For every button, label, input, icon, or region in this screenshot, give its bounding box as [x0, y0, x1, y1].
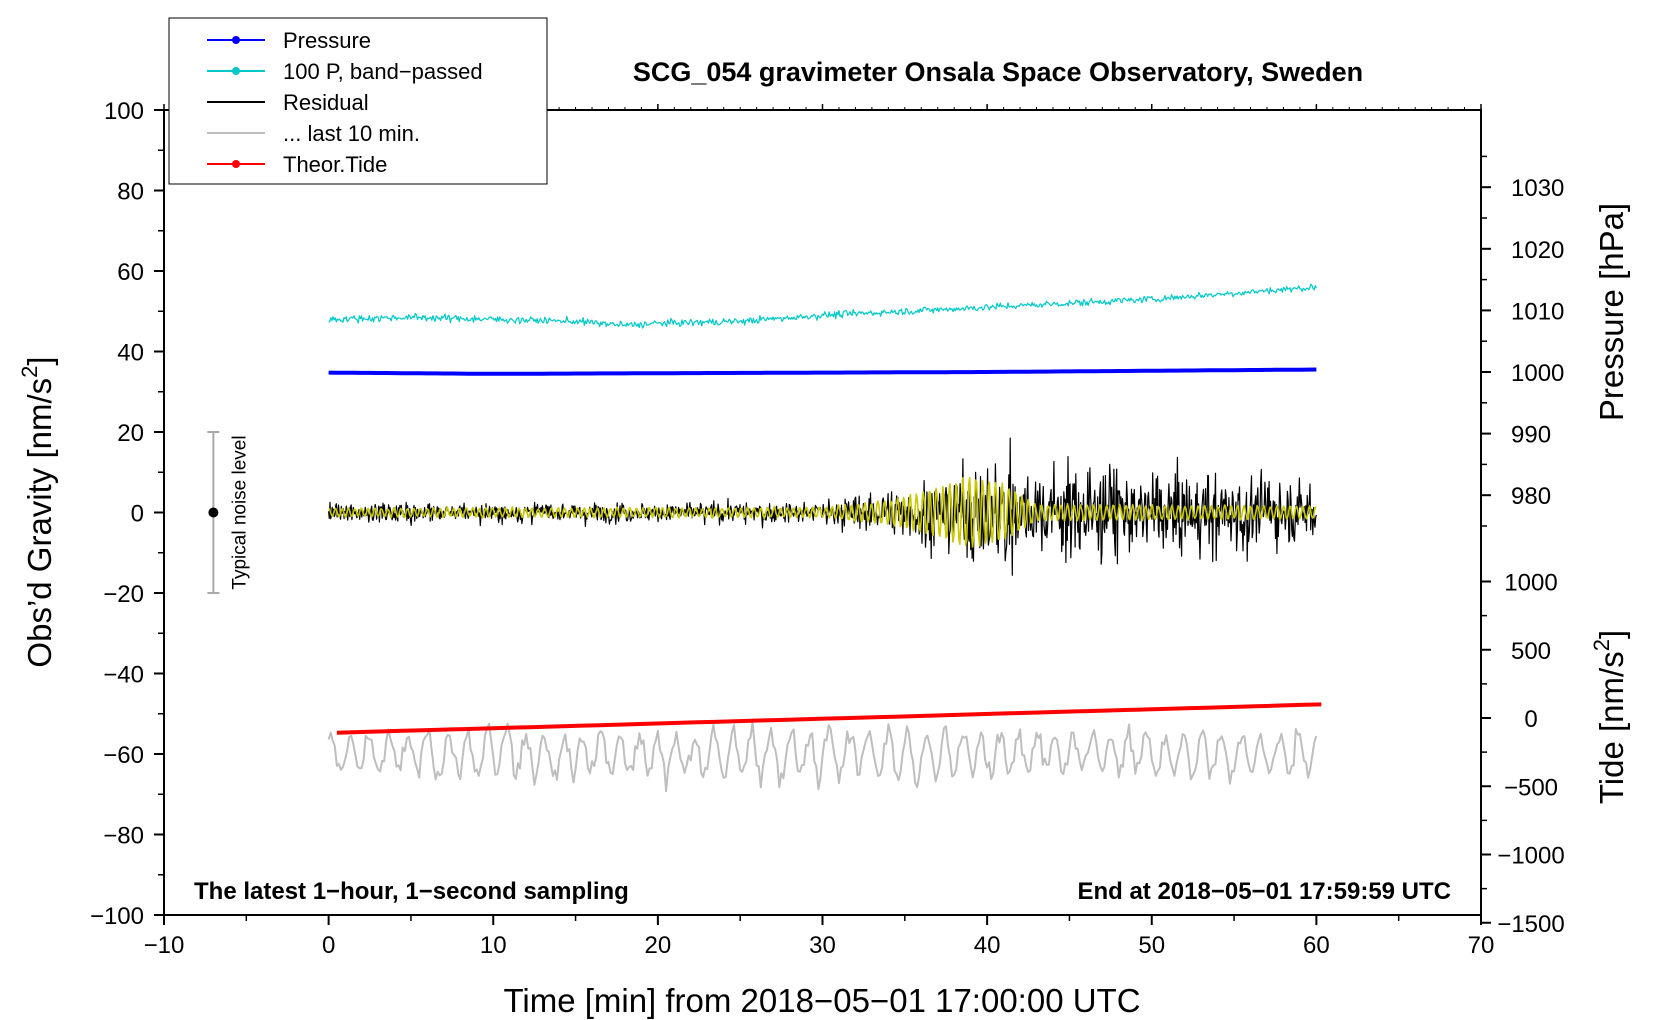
- noise-bar-center: [208, 507, 219, 518]
- noise-bar-label: Typical noise level: [229, 435, 250, 589]
- y-tick-label: 100: [104, 98, 144, 125]
- pressure-tick-label: 980: [1511, 483, 1551, 510]
- legend-marker: [232, 160, 240, 168]
- y-axis-label-pressure: Pressure [hPa]: [1593, 203, 1630, 421]
- x-tick-label: −10: [144, 932, 185, 959]
- legend-marker: [232, 36, 240, 44]
- y-axis-label-tide: Tide [nm/s2]: [1589, 630, 1630, 804]
- y-tick-label: 40: [117, 340, 144, 367]
- x-tick-label: 20: [645, 932, 672, 959]
- tide-tick-label: −1500: [1497, 911, 1564, 938]
- noise-level-bar: Typical noise level: [207, 431, 250, 594]
- y-axis-pressure: 980 990 1000 1010 1020 1030: [1481, 155, 1564, 527]
- legend-label: Theor.Tide: [283, 152, 387, 177]
- pressure-tick-label: 1000: [1511, 360, 1564, 387]
- legend-marker: [232, 67, 240, 75]
- series-pressure: [328, 367, 1317, 376]
- tide-tick-label: −500: [1504, 774, 1558, 801]
- pressure-tick-label: 1010: [1511, 298, 1564, 325]
- legend-label: Residual: [283, 90, 369, 115]
- x-tick-label: 70: [1468, 932, 1495, 959]
- pressure-tick-label: 1020: [1511, 237, 1564, 264]
- series-last-10-min: [327, 721, 1318, 793]
- x-tick-label: 40: [974, 932, 1001, 959]
- y-axis-tide: −1500 −1000 −500 0 500 1000: [1481, 570, 1565, 938]
- y-tick-label: 80: [117, 179, 144, 206]
- series-theoretical-tide: [336, 702, 1322, 735]
- tide-tick-label: 1000: [1504, 570, 1557, 597]
- y-tick-label: −40: [103, 662, 144, 689]
- x-tick-label: 0: [322, 932, 335, 959]
- tide-tick-label: 500: [1511, 638, 1551, 665]
- x-tick-label: 50: [1138, 932, 1165, 959]
- legend-label: 100 P, band−passed: [283, 59, 483, 84]
- annotation-sampling: The latest 1−hour, 1−second sampling: [194, 878, 629, 905]
- x-axis-label: Time [min] from 2018−05−01 17:00:00 UTC: [503, 982, 1140, 1019]
- y-tick-label: 60: [117, 259, 144, 286]
- y-tick-label: 20: [117, 420, 144, 447]
- legend-label: Pressure: [283, 28, 371, 53]
- pressure-tick-label: 990: [1511, 422, 1551, 449]
- y-tick-label: −100: [90, 903, 144, 930]
- chart-title: SCG_054 gravimeter Onsala Space Observat…: [633, 57, 1363, 87]
- y-axis-label-gravity: Obs’d Gravity [nm/s2]: [17, 356, 58, 667]
- x-axis: −10 0 10 20 30 40 50 60 70: [144, 104, 1495, 959]
- y-tick-label: −60: [103, 742, 144, 769]
- legend: Pressure 100 P, band−passed Residual ... la…: [168, 17, 548, 185]
- annotation-end-time: End at 2018−05−01 17:59:59 UTC: [1077, 878, 1451, 905]
- y-tick-label: −20: [103, 581, 144, 608]
- x-tick-label: 10: [480, 932, 507, 959]
- series-residual: [328, 437, 1317, 576]
- series-residual-smoothed: [328, 476, 1317, 548]
- pressure-tick-label: 1030: [1511, 175, 1564, 202]
- tide-tick-label: −1000: [1497, 843, 1564, 870]
- y-tick-label: 0: [131, 501, 144, 528]
- y-axis-gravity: −100 −80 −60 −40 −20 0 20 40 60 80 100: [90, 98, 164, 930]
- y-tick-label: −80: [103, 823, 144, 850]
- tide-tick-label: 0: [1524, 706, 1537, 733]
- series-pressure-band-passed: [328, 283, 1317, 329]
- series-layer: [327, 283, 1322, 793]
- x-tick-label: 60: [1303, 932, 1330, 959]
- legend-label: ... last 10 min.: [283, 121, 420, 146]
- x-tick-label: 30: [809, 932, 836, 959]
